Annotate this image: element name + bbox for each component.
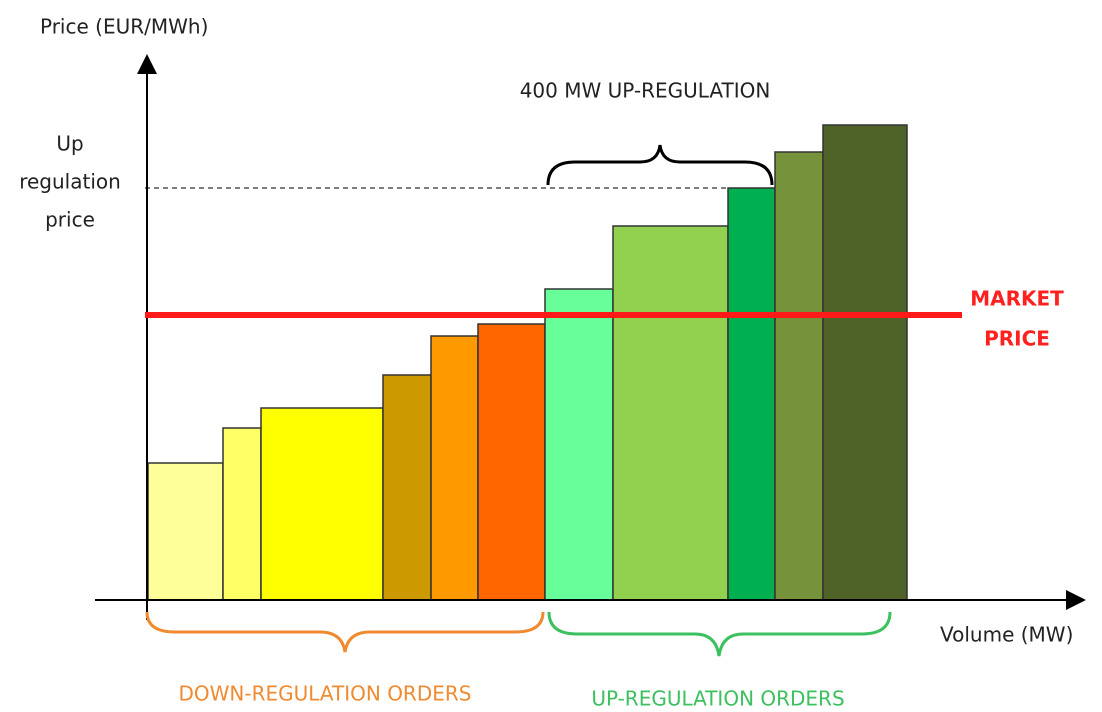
up-price-label: Up — [56, 132, 83, 156]
top-brace — [546, 144, 774, 186]
brace-label: 400 MW UP-REGULATION — [520, 79, 771, 103]
bars — [147, 124, 908, 601]
market-price-label: PRICE — [984, 327, 1050, 351]
down-orders-label: DOWN-REGULATION ORDERS — [179, 682, 472, 706]
down-brace — [145, 611, 545, 653]
up-brace — [547, 611, 892, 657]
x-axis-label: Volume (MW) — [940, 623, 1073, 647]
bar — [544, 288, 614, 601]
bar — [147, 462, 224, 601]
up-price-label: price — [45, 208, 95, 232]
up-orders-label: UP-REGULATION ORDERS — [591, 687, 844, 711]
y-axis-label: Price (EUR/MWh) — [40, 15, 208, 39]
market-price-label: MARKET — [970, 287, 1064, 311]
bar — [382, 374, 432, 601]
bar — [477, 323, 546, 601]
bar — [822, 124, 908, 601]
bar — [222, 427, 262, 601]
bar — [612, 225, 729, 601]
bar — [430, 335, 479, 601]
bar — [260, 407, 384, 601]
bar — [727, 187, 776, 601]
bar — [774, 151, 824, 601]
up-price-label: regulation — [19, 170, 121, 194]
